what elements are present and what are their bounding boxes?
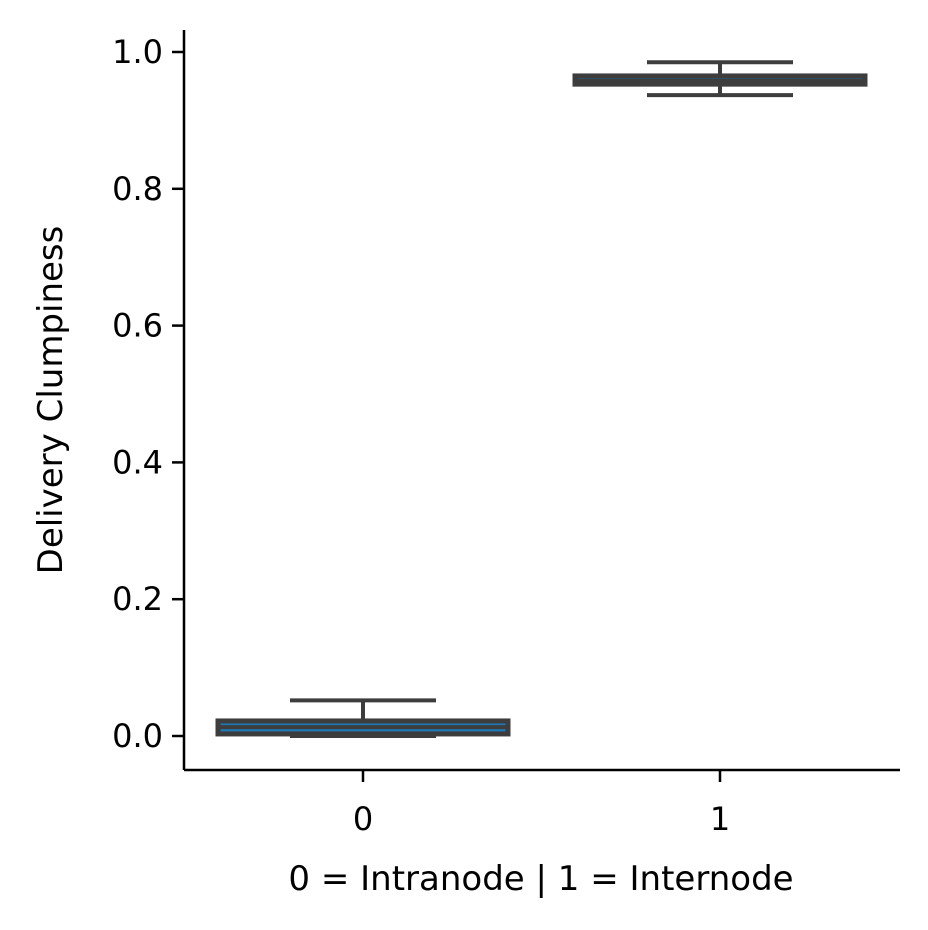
x-axis-label: 0 = Intranode | 1 = Internode: [288, 859, 793, 899]
y-tick-label: 1.0: [112, 33, 163, 71]
x-tick-label: 0: [353, 800, 373, 838]
boxes: [215, 60, 868, 738]
x-tick-label: 1: [710, 800, 730, 838]
y-tick-label: 0.6: [112, 307, 163, 345]
y-ticks: 0.0 0.2 0.4 0.6 0.8 1.0: [112, 33, 184, 755]
y-tick-label: 0.4: [112, 443, 163, 481]
y-axis-label: Delivery Clumpiness: [31, 226, 71, 575]
y-tick-label: 0.2: [112, 580, 163, 618]
y-tick-label: 0.0: [112, 717, 163, 755]
y-tick-label: 0.8: [112, 170, 163, 208]
box-0: [215, 698, 511, 738]
axes: [182, 30, 900, 772]
box-1: [572, 60, 868, 98]
